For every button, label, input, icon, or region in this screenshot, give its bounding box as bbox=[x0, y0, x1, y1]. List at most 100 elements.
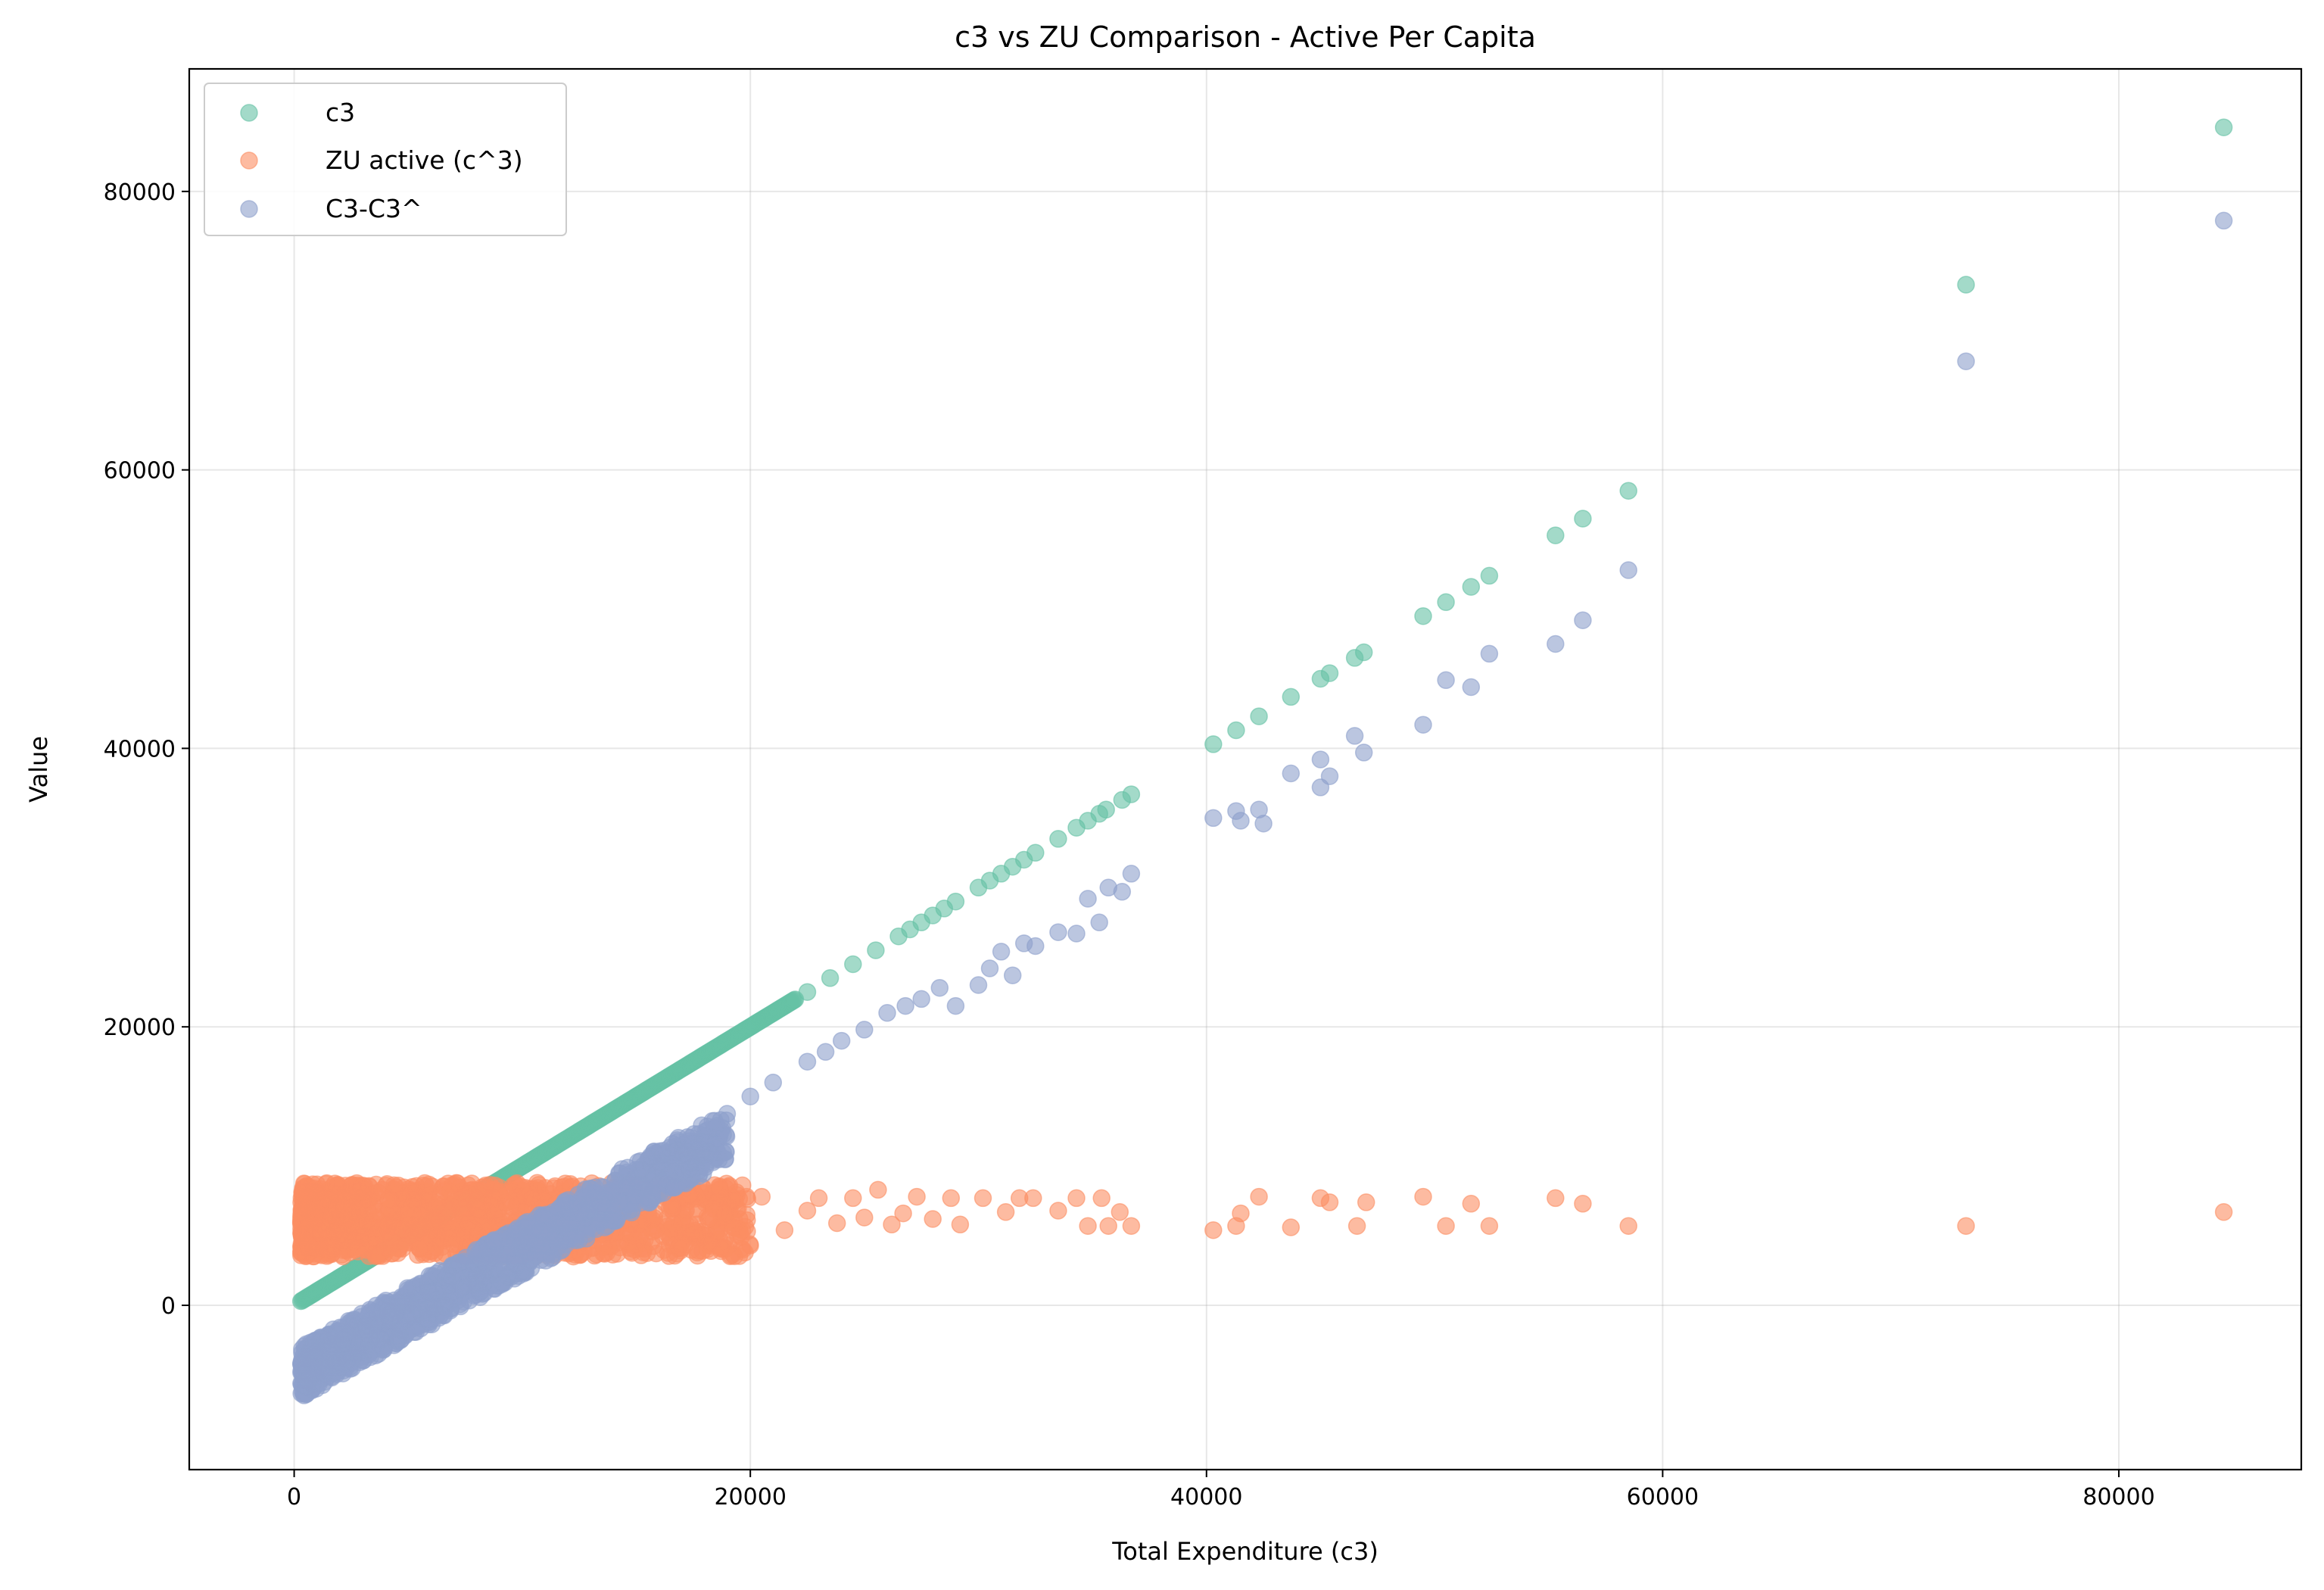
data-point bbox=[307, 1183, 326, 1202]
data-point bbox=[855, 1021, 874, 1039]
y-tick-label: 0 bbox=[161, 1293, 176, 1320]
data-point bbox=[1079, 1217, 1097, 1235]
data-point bbox=[2214, 1203, 2233, 1221]
data-point bbox=[1574, 510, 1592, 528]
data-point bbox=[476, 1176, 495, 1195]
data-point bbox=[402, 1305, 421, 1323]
data-point bbox=[1320, 1193, 1339, 1211]
data-point bbox=[307, 1380, 326, 1398]
data-point bbox=[1204, 809, 1223, 828]
data-point bbox=[1049, 1202, 1067, 1220]
data-point bbox=[381, 1192, 400, 1211]
data-point bbox=[1113, 883, 1132, 901]
data-point bbox=[389, 1330, 408, 1348]
data-point bbox=[517, 1218, 535, 1236]
data-point bbox=[896, 996, 914, 1015]
data-point bbox=[1049, 830, 1067, 848]
data-point bbox=[996, 1203, 1015, 1221]
data-point bbox=[1547, 634, 1565, 653]
data-point bbox=[369, 1219, 388, 1237]
data-point bbox=[1099, 1217, 1117, 1235]
legend-marker-c3-diff bbox=[240, 200, 258, 218]
data-point bbox=[1574, 611, 1592, 629]
data-point bbox=[1345, 727, 1364, 745]
data-point bbox=[485, 1259, 503, 1277]
data-point bbox=[470, 1283, 489, 1301]
data-point bbox=[370, 1245, 388, 1264]
data-point bbox=[798, 1202, 817, 1220]
data-point bbox=[1414, 606, 1432, 625]
data-point bbox=[396, 1204, 415, 1222]
data-point bbox=[664, 1179, 683, 1197]
data-point bbox=[1067, 1189, 1086, 1208]
x-tick-label: 40000 bbox=[1170, 1484, 1242, 1510]
data-point bbox=[706, 1119, 724, 1137]
data-point bbox=[644, 1237, 663, 1255]
data-point bbox=[908, 1187, 926, 1206]
data-point bbox=[444, 1235, 463, 1253]
data-point bbox=[821, 969, 840, 987]
data-point bbox=[443, 1269, 462, 1288]
y-tick-label: 40000 bbox=[104, 736, 176, 762]
y-tick-label: 20000 bbox=[104, 1015, 176, 1041]
data-point bbox=[844, 955, 862, 974]
data-point bbox=[344, 1233, 363, 1251]
data-point bbox=[1437, 593, 1455, 612]
data-point bbox=[309, 1342, 327, 1361]
data-point bbox=[878, 1004, 896, 1022]
data-point bbox=[1462, 1195, 1481, 1213]
data-point bbox=[683, 1168, 701, 1187]
data-point bbox=[1024, 1189, 1042, 1208]
data-point bbox=[1122, 1217, 1141, 1235]
data-point bbox=[1480, 644, 1499, 663]
data-point bbox=[1090, 913, 1108, 932]
data-point bbox=[1480, 1217, 1499, 1235]
legend-marker-zu-active bbox=[240, 151, 258, 170]
data-point bbox=[1282, 1218, 1301, 1236]
data-point bbox=[1204, 735, 1223, 753]
data-point bbox=[444, 1289, 463, 1308]
data-point bbox=[1957, 352, 1975, 370]
data-point bbox=[1414, 716, 1432, 734]
data-point bbox=[580, 1200, 598, 1218]
data-point bbox=[506, 1255, 525, 1273]
data-point bbox=[1437, 671, 1455, 690]
data-point bbox=[1254, 814, 1273, 833]
data-point bbox=[1320, 664, 1339, 682]
data-point bbox=[1574, 1195, 1592, 1213]
data-point bbox=[1204, 1221, 1223, 1239]
data-point bbox=[1067, 924, 1086, 943]
data-point bbox=[684, 1221, 703, 1239]
data-point bbox=[798, 1052, 817, 1071]
data-point bbox=[798, 983, 817, 1001]
data-point bbox=[844, 1189, 862, 1208]
data-point bbox=[883, 1215, 901, 1234]
data-point bbox=[370, 1330, 389, 1348]
data-point bbox=[631, 1227, 650, 1246]
data-point bbox=[657, 1144, 676, 1162]
legend-marker-c3 bbox=[240, 104, 258, 122]
data-point bbox=[1026, 937, 1045, 956]
data-point bbox=[816, 1043, 835, 1062]
data-point bbox=[610, 1193, 628, 1211]
data-point bbox=[1282, 687, 1301, 706]
data-point bbox=[969, 976, 988, 994]
data-point bbox=[594, 1238, 613, 1256]
data-point bbox=[410, 1239, 429, 1258]
data-point bbox=[388, 1222, 406, 1240]
data-point bbox=[764, 1074, 783, 1092]
data-point bbox=[2214, 211, 2233, 230]
data-point bbox=[622, 1203, 640, 1222]
data-point bbox=[1049, 923, 1067, 941]
legend: c3 ZU active (c^3) C3-C3^ bbox=[204, 83, 567, 236]
data-point bbox=[398, 1279, 417, 1297]
data-point bbox=[775, 1221, 794, 1239]
y-tick-label: 80000 bbox=[104, 179, 176, 206]
data-point bbox=[331, 1330, 350, 1349]
data-point bbox=[1480, 566, 1499, 585]
data-point bbox=[741, 1087, 759, 1105]
data-point bbox=[974, 1189, 992, 1208]
data-point bbox=[455, 1252, 473, 1270]
data-point bbox=[1311, 750, 1330, 768]
data-point bbox=[1619, 1217, 1637, 1235]
